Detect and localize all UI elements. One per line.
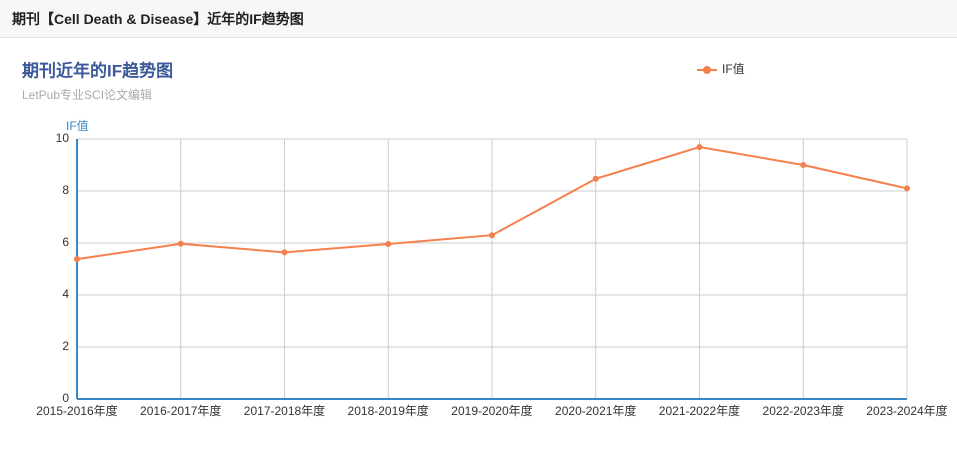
point bbox=[696, 144, 703, 151]
x-tick-label: 2020-2021年度 bbox=[555, 403, 636, 418]
chart-subtitle: LetPub专业SCI论文编辑 bbox=[22, 87, 152, 102]
x-tick-label: 2023-2024年度 bbox=[866, 403, 947, 418]
point bbox=[904, 185, 910, 192]
y-tick-label: 4 bbox=[62, 287, 69, 301]
x-tick-label: 2022-2023年度 bbox=[763, 403, 844, 418]
point bbox=[281, 249, 288, 256]
y-tick-label: 0 bbox=[62, 391, 69, 405]
x-tick-label: 2017-2018年度 bbox=[244, 403, 325, 418]
y-tick-label: 8 bbox=[62, 183, 69, 197]
x-tick-label: 2019-2020年度 bbox=[451, 403, 532, 418]
chart: 期刊近年的IF趋势图 LetPub专业SCI论文编辑 IF值 0 2 4 6 8 10 20… bbox=[22, 60, 948, 418]
point bbox=[592, 175, 599, 182]
y-tick-label: 6 bbox=[62, 235, 69, 249]
y-tick-label: 10 bbox=[56, 131, 70, 145]
x-tick-label: 2021-2022年度 bbox=[659, 403, 740, 418]
point bbox=[74, 256, 80, 263]
x-tick-label: 2015-2016年度 bbox=[36, 403, 117, 418]
point bbox=[800, 162, 807, 168]
point bbox=[489, 232, 495, 239]
point bbox=[177, 240, 184, 247]
y-axis-label: IF值 bbox=[66, 118, 89, 133]
x-tick-label: 2016-2017年度 bbox=[140, 403, 221, 418]
legend-label: IF值 bbox=[722, 61, 745, 76]
header-title: 期刊【Cell Death & Disease】近年的IF趋势图 bbox=[0, 0, 957, 38]
point bbox=[385, 241, 392, 248]
chart-title: 期刊近年的IF趋势图 bbox=[22, 60, 173, 80]
y-tick-label: 2 bbox=[62, 339, 69, 353]
x-tick-label: 2018-2019年度 bbox=[348, 403, 429, 418]
legend-marker bbox=[703, 66, 711, 74]
